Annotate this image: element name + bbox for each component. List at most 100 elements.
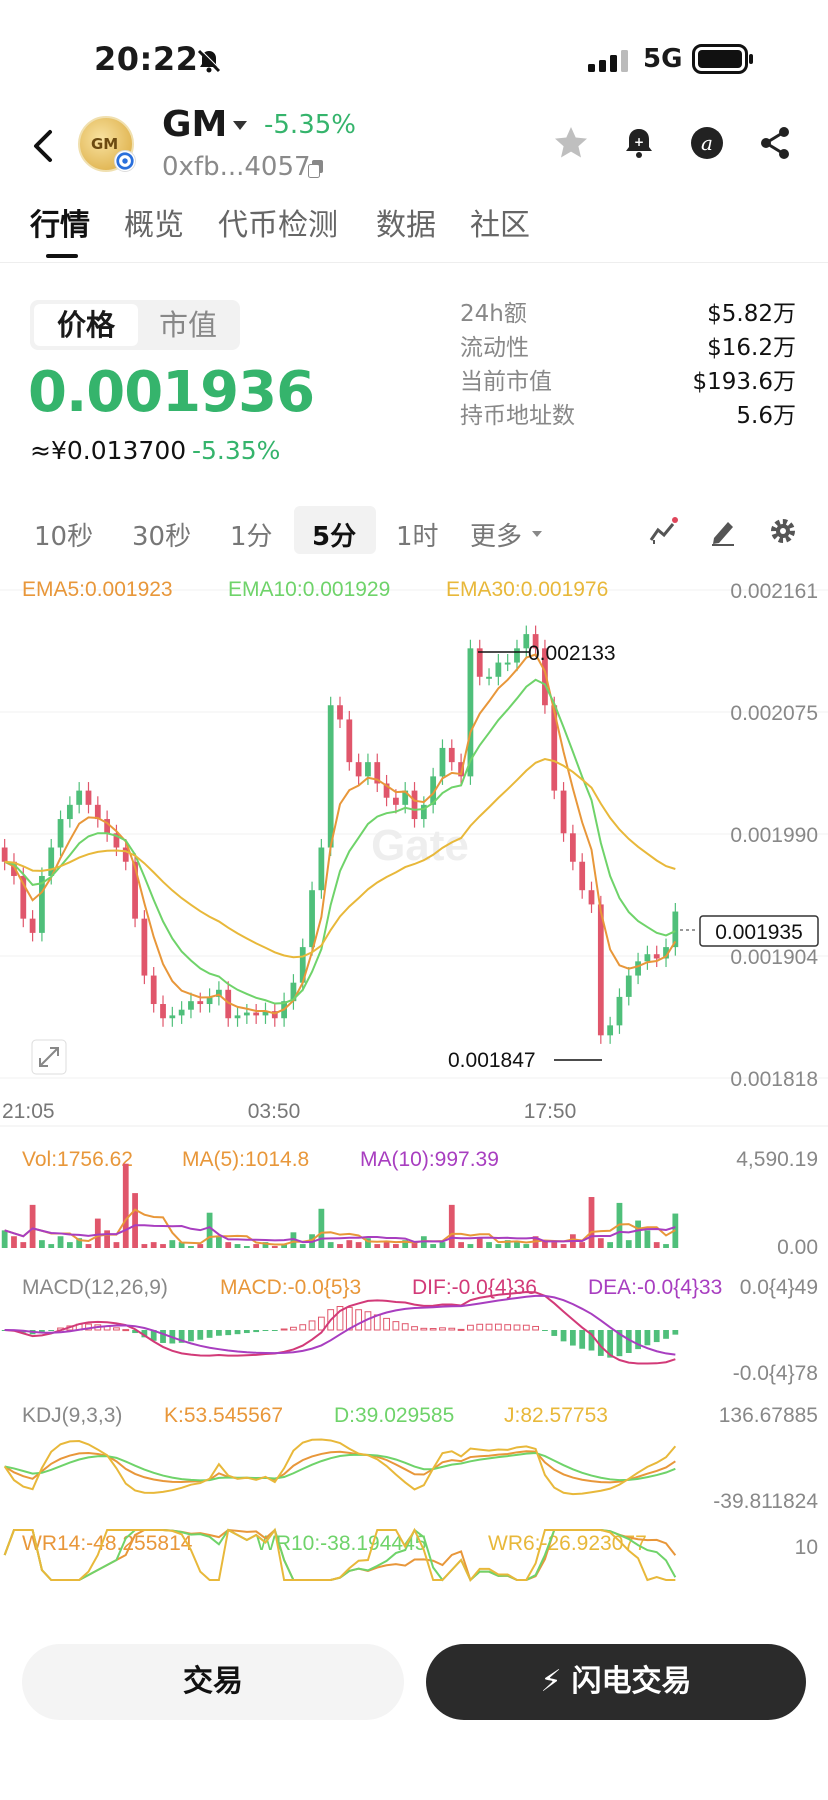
ai-assistant-icon[interactable]: a [688, 124, 726, 162]
kdj-indicator [3, 1438, 677, 1496]
macd-histogram-bar [225, 1330, 232, 1336]
copy-icon[interactable] [308, 160, 324, 178]
macd-histogram-bar [290, 1326, 297, 1331]
wr6-line [3, 1527, 676, 1582]
candle [197, 1001, 204, 1005]
stat-value-liquidity: $16.2万 [707, 335, 796, 361]
symbol-dropdown-icon[interactable] [233, 121, 247, 130]
candle [383, 783, 390, 798]
macd-indicator [1, 1290, 679, 1365]
volume-bar [551, 1242, 558, 1248]
header-price-change: -5.35% [264, 110, 356, 140]
stat-value-market-cap: $193.6万 [692, 369, 796, 395]
macd-histogram-bar [160, 1330, 166, 1343]
volume-bar [374, 1244, 381, 1248]
timeframe-30s[interactable]: 30秒 [132, 522, 192, 552]
candle [644, 954, 651, 962]
macd-histogram-bar [494, 1323, 502, 1331]
macd-histogram-bar [327, 1309, 335, 1331]
high-price-label: 0.002133 [528, 642, 616, 665]
volume-bar [225, 1242, 232, 1248]
timeframe-1m[interactable]: 1分 [230, 522, 273, 552]
stat-label-holders: 持币地址数 [460, 403, 575, 429]
price-tick: 0.001904 [730, 946, 818, 969]
token-logo-text: GM [91, 135, 119, 153]
tab-token-check[interactable]: 代币检测 [218, 208, 338, 243]
candle [672, 911, 679, 948]
candle [430, 776, 437, 805]
volume-bar [653, 1242, 660, 1248]
token-symbol[interactable]: GM [162, 104, 228, 145]
candle [309, 890, 315, 948]
settings-gear-icon[interactable] [768, 516, 798, 546]
volume-bar [448, 1204, 455, 1248]
macd-dea-line [4, 1294, 676, 1356]
candle [57, 819, 64, 848]
kdj-tick: -39.811824 [713, 1490, 818, 1513]
more-dropdown-icon[interactable] [532, 531, 542, 537]
chain-badge-icon [114, 150, 136, 172]
flash-trade-button[interactable]: ⚡ 闪电交易 [426, 1644, 806, 1720]
macd-dea: DEA:-0.0{4}33 [588, 1276, 722, 1299]
volume-bar [20, 1242, 27, 1248]
macd-histogram-bar [178, 1330, 185, 1343]
toggle-market-cap[interactable]: 市值 [158, 308, 217, 342]
macd-tick: 0.0{4}49 [740, 1276, 818, 1299]
kdj-j: J:82.57753 [504, 1404, 608, 1427]
tab-overview[interactable]: 概览 [124, 208, 184, 243]
kdj-d-line [4, 1451, 676, 1482]
macd-histogram-bar [262, 1330, 269, 1331]
candle [514, 648, 520, 663]
draw-pen-icon[interactable] [708, 516, 738, 546]
bell-muted-icon [197, 49, 222, 73]
timeframe-more[interactable]: 更多 [470, 522, 523, 552]
candle [150, 975, 157, 1005]
trade-button[interactable]: 交易 [22, 1644, 404, 1720]
volume-bar [150, 1242, 157, 1248]
back-button[interactable] [26, 124, 62, 168]
volume-bar [514, 1242, 520, 1248]
candle [365, 762, 371, 777]
macd-histogram-bar [197, 1330, 204, 1340]
favorite-star-icon[interactable] [552, 124, 590, 162]
timeframe-1h[interactable]: 1时 [396, 522, 439, 552]
toggle-price[interactable]: 价格 [34, 304, 138, 346]
volume-bar [523, 1244, 530, 1248]
volume-bar [178, 1242, 185, 1248]
volume-bar [346, 1240, 353, 1248]
candle [327, 705, 334, 848]
ema10-line [4, 678, 676, 1005]
candle [374, 762, 381, 784]
volume-bar [430, 1244, 437, 1248]
volume-bar [607, 1242, 614, 1248]
ema30-line [4, 758, 676, 959]
volume-bar [476, 1238, 483, 1248]
volume-bar [281, 1244, 287, 1248]
tab-market[interactable]: 行情 [30, 208, 90, 243]
kline-chart[interactable]: Gate EMA5:0.001923 EMA10:0.001929 EMA30:… [0, 570, 828, 1620]
ema5-legend: EMA5:0.001923 [22, 578, 173, 601]
timeframe-10s[interactable]: 10秒 [34, 522, 94, 552]
volume-bar [542, 1240, 548, 1248]
candle [160, 1004, 166, 1019]
macd-histogram-bar [243, 1330, 250, 1334]
chart-grid [0, 589, 828, 1127]
candle [122, 847, 129, 862]
volume-bar [337, 1244, 343, 1248]
ema10-legend: EMA10:0.001929 [228, 578, 390, 601]
candle [318, 847, 325, 891]
active-timeframe-bg [294, 506, 376, 554]
tab-data[interactable]: 数据 [376, 208, 436, 243]
volume-bar [11, 1236, 17, 1248]
expand-chart-icon[interactable] [31, 1039, 67, 1075]
candle [225, 989, 232, 1019]
share-icon[interactable] [756, 124, 794, 162]
volume-bar [57, 1236, 64, 1248]
stat-label-market-cap: 当前市值 [460, 369, 552, 395]
indicator-icon[interactable] [648, 516, 678, 546]
timeframe-5m[interactable]: 5分 [312, 522, 357, 552]
price-alert-icon[interactable]: + [620, 124, 658, 162]
macd-histogram-bar [597, 1330, 604, 1356]
candle [346, 719, 353, 763]
tab-community[interactable]: 社区 [470, 208, 530, 243]
